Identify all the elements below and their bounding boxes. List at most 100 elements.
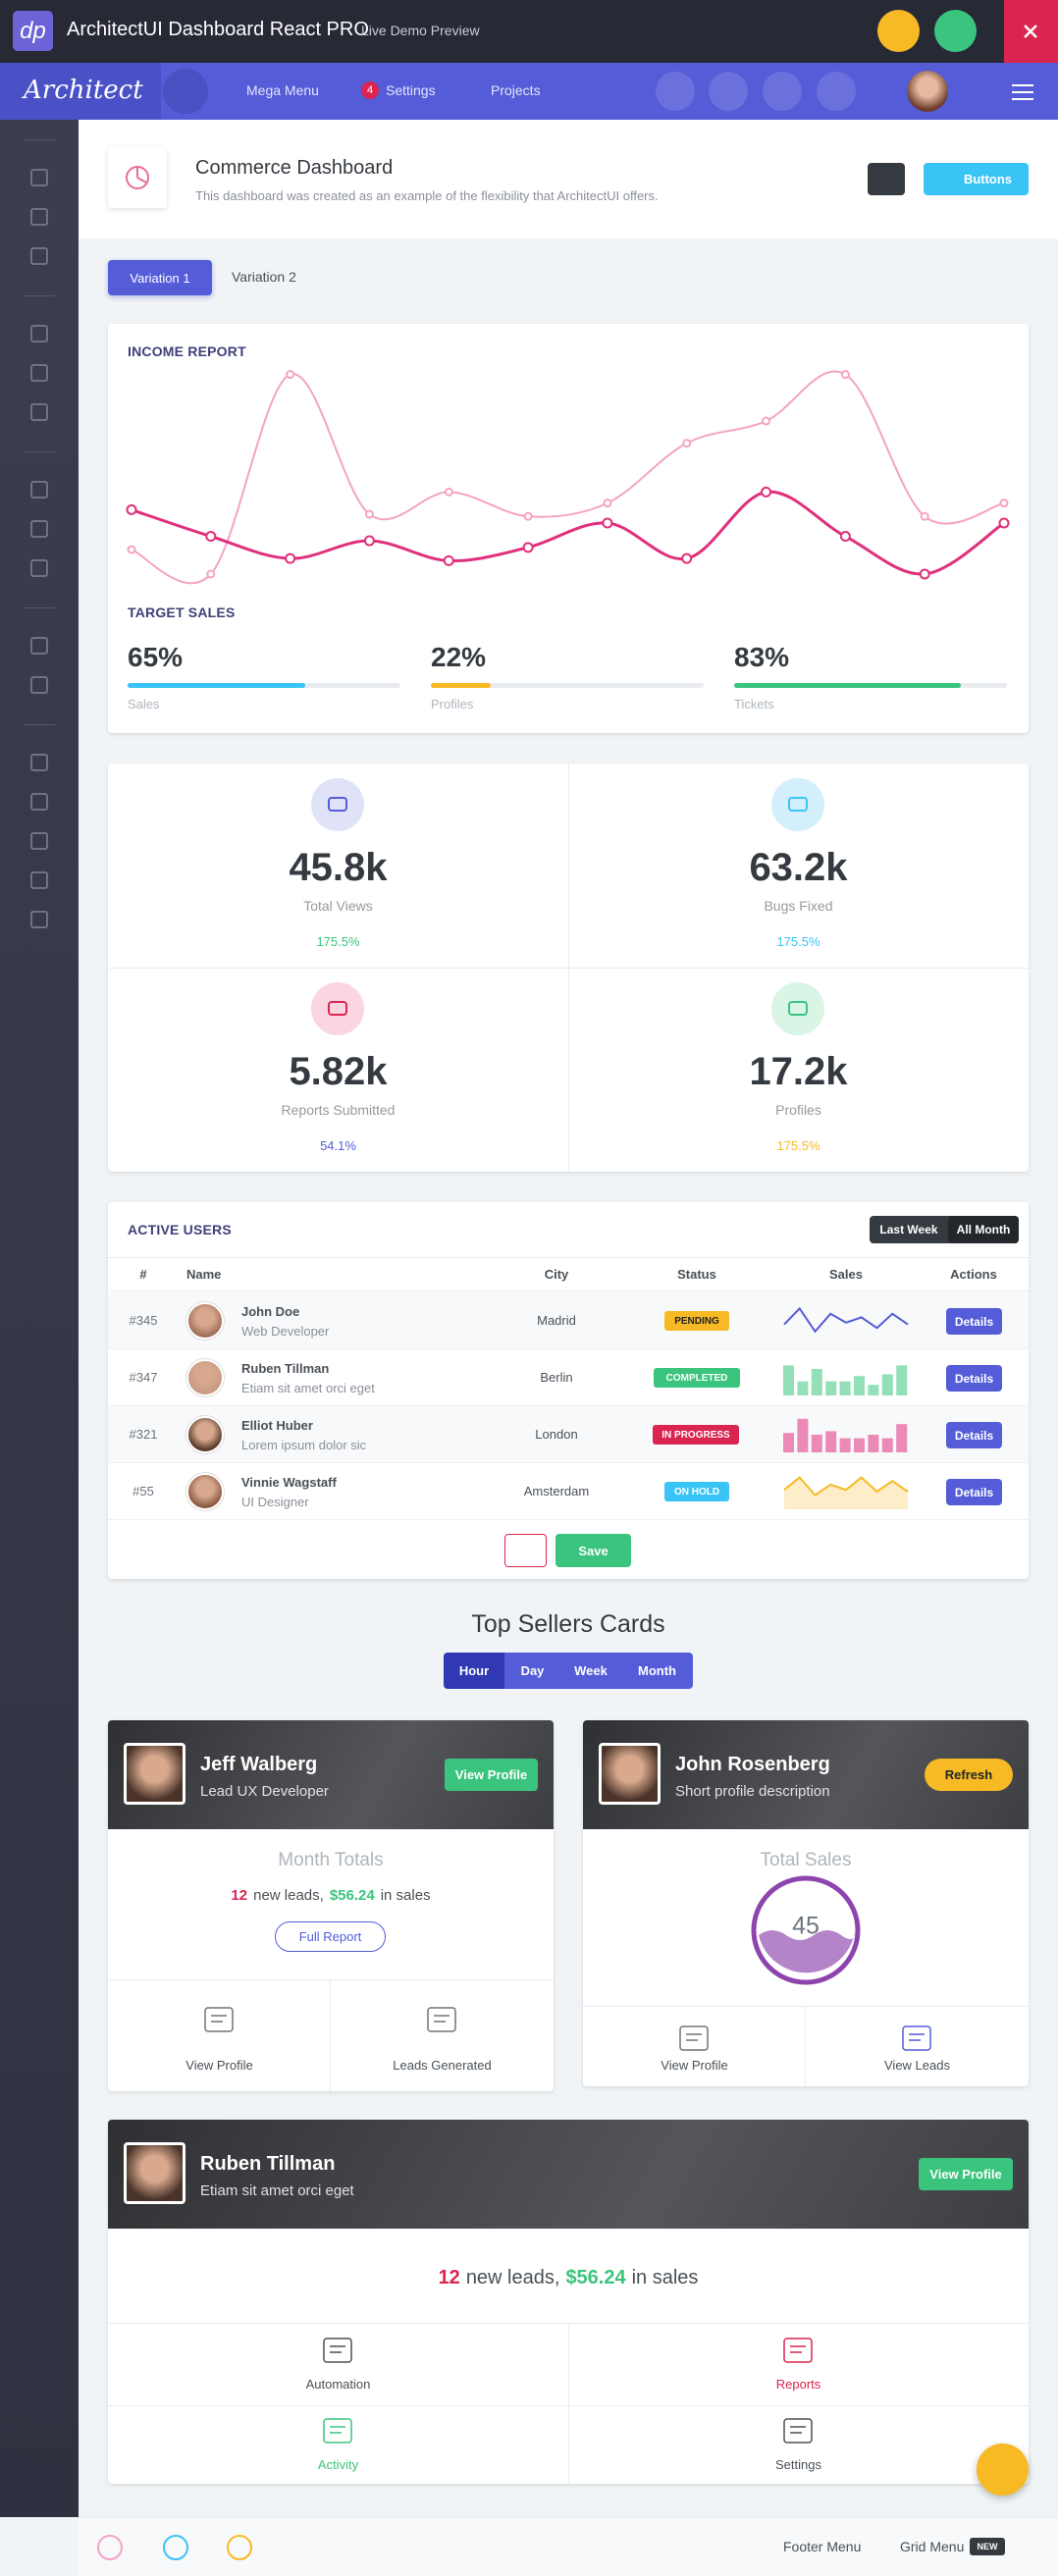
sidebar-icon[interactable] — [30, 676, 48, 695]
footer-icon[interactable] — [227, 2535, 252, 2560]
column-header: Sales — [829, 1267, 863, 1282]
sales-bar — [839, 1381, 851, 1395]
card-link[interactable]: View Profile — [661, 2058, 728, 2073]
details-button[interactable]: Details — [946, 1308, 1002, 1335]
sidebar-icon[interactable] — [30, 520, 48, 539]
footer-icon[interactable] — [97, 2535, 123, 2560]
status-badge: ON HOLD — [664, 1482, 729, 1501]
period-button[interactable]: Day — [504, 1653, 560, 1689]
tab[interactable]: Variation 2 — [232, 269, 296, 285]
sidebar-icon[interactable] — [30, 403, 48, 422]
row-avatar — [186, 1302, 224, 1340]
settings-fab[interactable] — [977, 2444, 1029, 2496]
header-button[interactable]: View Profile — [919, 2158, 1013, 2190]
header-button[interactable]: Refresh — [925, 1759, 1013, 1791]
card-link[interactable]: Automation — [305, 2377, 371, 2392]
card-link[interactable]: View Profile — [185, 2058, 253, 2073]
user-avatar[interactable] — [907, 71, 948, 112]
sidebar-icon[interactable] — [30, 324, 48, 342]
sidebar-icon[interactable] — [30, 247, 48, 266]
income-point — [285, 552, 296, 564]
sales-sparkline — [783, 1476, 909, 1509]
stat-label: Profiles — [775, 1102, 821, 1118]
link-icon — [323, 2418, 352, 2444]
tab-active[interactable]: Variation 1 — [108, 260, 212, 295]
details-button[interactable]: Details — [946, 1422, 1002, 1448]
details-button[interactable]: Details — [946, 1479, 1002, 1505]
nav-item[interactable]: Projects — [491, 82, 541, 98]
save-button[interactable]: Save — [555, 1534, 631, 1567]
new-badge: NEW — [970, 2538, 1005, 2555]
search-button[interactable] — [163, 69, 208, 114]
target-value: 22% — [431, 642, 487, 672]
nav-item[interactable]: Mega Menu — [246, 82, 319, 98]
card-link[interactable]: Settings — [775, 2457, 821, 2472]
target-label: Tickets — [734, 697, 774, 711]
gauge-wave — [759, 1930, 855, 1973]
docs-button[interactable] — [877, 10, 920, 52]
stat-cell: 5.82k Reports Submitted 54.1% — [108, 968, 568, 1172]
sidebar-icon[interactable] — [30, 753, 48, 771]
card-link[interactable]: Leads Generated — [393, 2058, 492, 2073]
link-icon — [902, 2025, 931, 2051]
leads-text: in sales — [631, 2267, 699, 2288]
column-header: City — [544, 1267, 569, 1282]
filter-button[interactable]: Last Week — [879, 1223, 938, 1236]
nav-icon-button[interactable] — [709, 72, 748, 111]
divider — [568, 2323, 569, 2484]
leads-count: 12 — [231, 1887, 248, 1904]
details-button[interactable]: Details — [946, 1365, 1002, 1392]
sales-sparkline — [783, 1418, 908, 1452]
header-button[interactable]: View Profile — [445, 1759, 538, 1791]
nav-icon-button[interactable] — [656, 72, 695, 111]
star-button[interactable] — [868, 163, 905, 195]
sidebar-icon[interactable] — [30, 168, 48, 186]
target-label: Profiles — [431, 697, 474, 711]
nav-icon-button[interactable] — [817, 72, 856, 111]
nav-icon-button[interactable] — [763, 72, 802, 111]
income-chart — [126, 370, 1010, 584]
close-button[interactable] — [1004, 0, 1058, 63]
sidebar-icon[interactable] — [30, 363, 48, 382]
stat-icon-glyph — [328, 797, 347, 812]
gauge-ring — [751, 1875, 861, 1985]
stat-value: 45.8k — [289, 846, 388, 889]
report-button[interactable]: Full Report — [275, 1921, 386, 1952]
glyph — [328, 797, 347, 812]
sidebar-icon[interactable] — [30, 871, 48, 890]
sidebar-icon[interactable] — [30, 911, 48, 929]
sidebar-divider — [24, 139, 55, 141]
card-link[interactable]: Reports — [775, 2377, 821, 2392]
period-button[interactable]: Week — [560, 1653, 621, 1689]
card-header: John Rosenberg Short profile description R… — [583, 1720, 1029, 1829]
buttons-dropdown[interactable]: Buttons — [924, 163, 1029, 195]
footer-menu[interactable]: Footer Menu — [783, 2539, 862, 2554]
glyph — [330, 2345, 345, 2353]
grid-menu[interactable]: Grid Menu — [900, 2539, 965, 2554]
period-button[interactable]: Month — [621, 1653, 693, 1689]
sidebar-icon[interactable] — [30, 480, 48, 499]
link-icon — [427, 2007, 456, 2032]
sidebar-icon[interactable] — [30, 559, 48, 578]
nav-item[interactable]: Settings — [386, 82, 436, 98]
table-row: #321 Elliot Huber Lorem ipsum dolor sic Lon… — [108, 1406, 1029, 1463]
delete-button[interactable] — [504, 1534, 547, 1567]
leads-line: 12 new leads, $56.24 in sales — [108, 1887, 554, 1904]
sidebar-icon[interactable] — [30, 832, 48, 851]
income-point — [839, 531, 851, 543]
divider — [583, 2006, 1029, 2007]
sidebar-icon[interactable] — [30, 792, 48, 811]
stat-change: 175.5% — [776, 934, 820, 949]
card-link[interactable]: View Leads — [884, 2058, 950, 2073]
cart-button[interactable] — [934, 10, 977, 52]
sidebar-icon[interactable] — [30, 207, 48, 226]
card-link[interactable]: Activity — [317, 2457, 359, 2472]
glyph — [330, 2426, 345, 2434]
sidebar-icon[interactable] — [30, 636, 48, 655]
stat-icon-glyph — [788, 797, 808, 812]
filter-button[interactable]: All Month — [948, 1216, 1019, 1243]
period-button[interactable]: Hour — [444, 1653, 504, 1689]
sidebar-divider — [24, 451, 55, 453]
footer-icon[interactable] — [163, 2535, 188, 2560]
